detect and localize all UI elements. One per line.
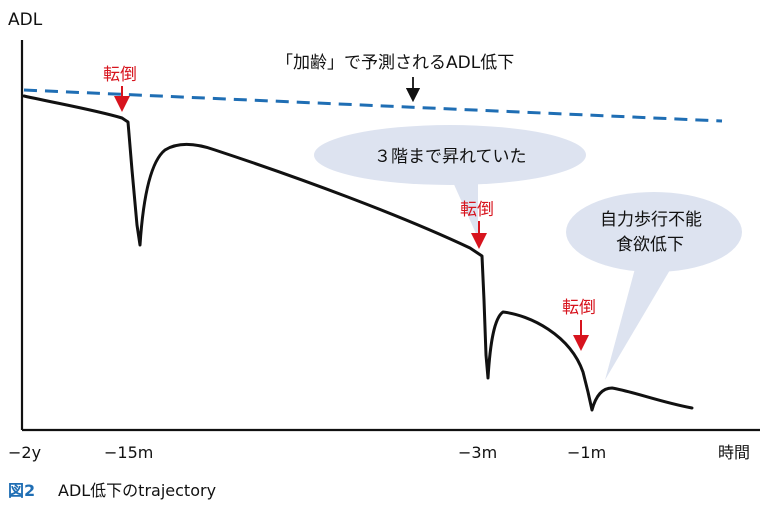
adl-trajectory-curve [22, 94, 694, 412]
tick-label-2y: −2y [8, 443, 41, 462]
tick-label-3m: −3m [458, 443, 497, 462]
tick-label-15m: −15m [104, 443, 153, 462]
fall-label-1: 転倒 [103, 65, 137, 85]
bubble-decline-line2: 食欲低下 [616, 235, 684, 255]
fall-marker-2: 転倒 [460, 200, 494, 249]
y-axis-label: ADL [8, 10, 43, 30]
aging-prediction-label: 「加齢」で予測されるADL低下 [276, 53, 514, 73]
predicted-adl-line [23, 88, 723, 123]
tick-label-1m: −1m [567, 443, 606, 462]
fall-label-2: 転倒 [460, 200, 494, 220]
fall-label-3: 転倒 [562, 298, 596, 318]
x-axis-label: 時間 [718, 443, 750, 462]
bubble-stairs-text: ３階まで昇れていた [374, 147, 527, 167]
fall-marker-1: 転倒 [103, 65, 137, 112]
caption-number: 図2 [8, 481, 35, 500]
bubble-decline-line1: 自力歩行不能 [600, 210, 702, 230]
bubble-stairs: ３階まで昇れていた [314, 125, 586, 238]
fall-marker-3: 転倒 [562, 298, 596, 351]
bubble-decline: 自力歩行不能 食欲低下 [566, 192, 742, 380]
caption-text: ADL低下のtrajectory [58, 481, 216, 500]
